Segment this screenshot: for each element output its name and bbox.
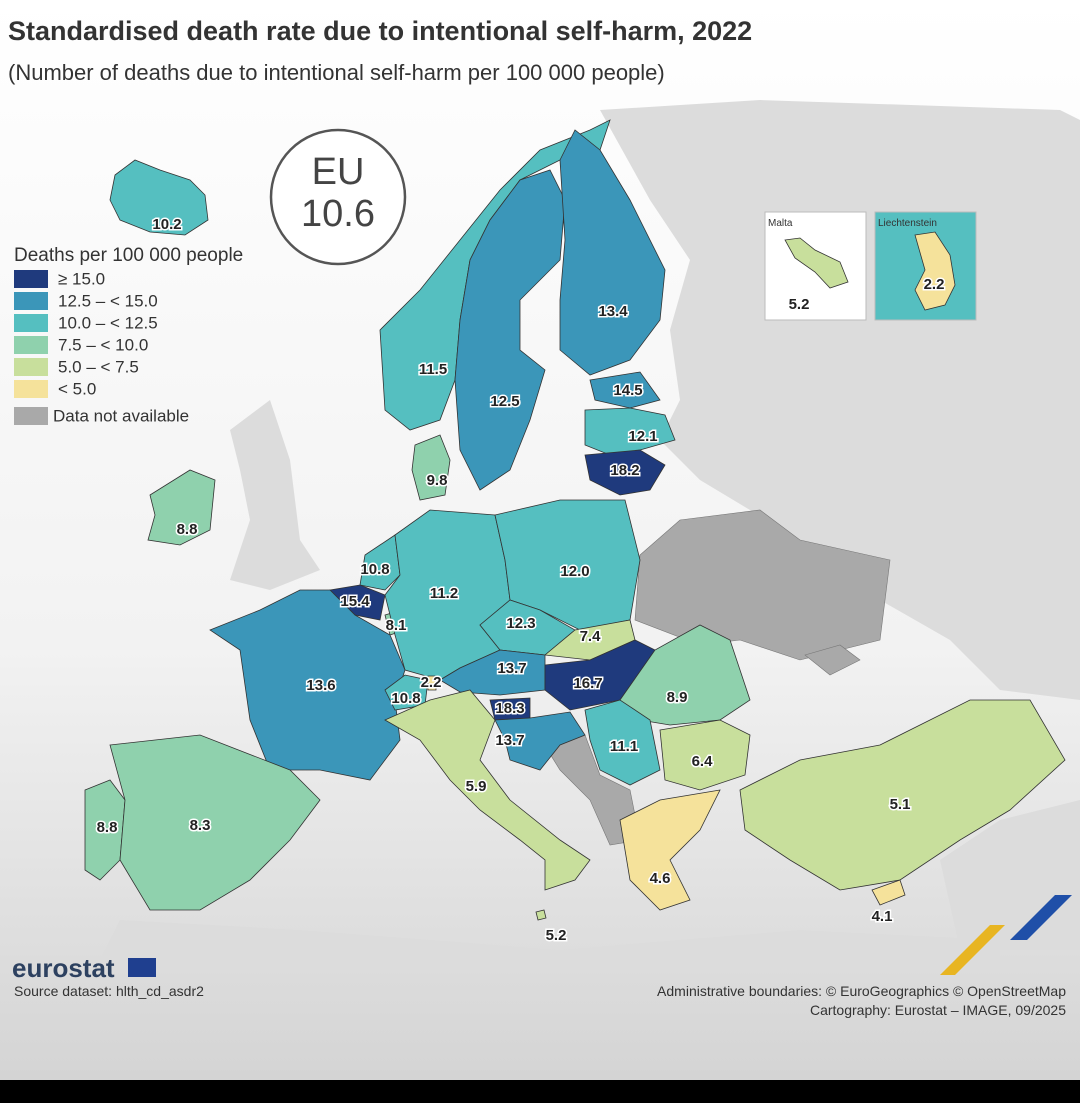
region-value: 2.2 [421,674,442,691]
inset-title: Malta [768,218,793,229]
legend-swatch [14,358,48,376]
region-value: 4.1 [872,908,893,925]
source: Source dataset: hlth_cd_asdr2 [14,983,204,999]
region [589,371,661,409]
region [739,699,1066,891]
region-value: 11.2 [430,585,458,602]
region [659,719,751,791]
land-africa [100,920,1000,960]
region-value: 18.3 [495,700,524,717]
legend-label: < 5.0 [58,379,96,398]
eu-value: 10.6 [301,193,375,235]
region [871,879,906,906]
region-value: 11.1 [610,738,638,755]
legend-swatch [14,270,48,288]
inset-shape [784,237,849,289]
region [584,449,666,496]
region [427,675,437,691]
title: Standardised death rate due to intention… [8,16,752,46]
region [379,119,611,431]
inset-value: 2.2 [924,276,945,293]
region-value: 8.1 [386,617,407,634]
deco [1010,895,1072,940]
region-value: 14.5 [613,382,642,399]
legend: ≥ 15.0 12.5 – < 15.0 10.0 – < 12.5 7.5 – < … [14,269,189,425]
labels: 10.2 11.5 12.5 13.4 14.5 12.1 18.2 9.8 8.8 10.8 15… [95,214,912,945]
no-data-land [534,509,891,846]
legend-title: Deaths per 100 000 people [14,245,243,266]
region [109,159,209,236]
region [384,674,429,711]
region-value: 5.2 [546,927,567,944]
region-value: 8.9 [667,689,688,706]
region-value: 16.7 [573,675,602,692]
region [411,434,451,501]
region [535,909,547,921]
region [559,129,666,376]
region-value: 6.4 [692,753,714,770]
legend-swatch [14,292,48,310]
region-value: 7.4 [580,628,602,645]
region-value: 12.3 [506,615,535,632]
inset-shape [914,231,956,311]
land-uk [230,400,320,590]
legend-swatch [14,407,48,425]
insets: Malta 5.2 Liechtenstein 2.2 [764,211,977,321]
deco [940,925,1005,975]
region-value: 12.1 [628,428,657,445]
region-value: 13.6 [306,677,335,694]
region-value: 8.8 [177,521,198,538]
region-value: 12.0 [560,563,589,580]
region-value: 10.2 [152,216,181,233]
legend-label: 10.0 – < 12.5 [58,313,158,332]
legend-swatch [14,380,48,398]
region [454,169,566,491]
no-data-crimea [804,644,861,676]
region-value: 13.7 [497,660,526,677]
legend-swatch [14,336,48,354]
legend-label: Data not available [53,406,189,425]
inset-value: 5.2 [789,296,810,313]
region-value: 8.3 [190,817,211,834]
bottom-bar [0,1080,1080,1103]
region [109,734,321,911]
region-value: 15.4 [340,593,370,610]
region-value: 5.1 [890,796,911,813]
region [494,711,586,771]
region-value: 9.8 [427,472,448,489]
legend-label: 5.0 – < 7.5 [58,357,139,376]
region-value: 12.5 [490,393,519,410]
legend-label: ≥ 15.0 [58,269,105,288]
eu-label: EU [312,151,365,193]
region [619,789,721,911]
eu-flag [128,958,156,977]
region-value: 13.4 [598,303,628,320]
eu-circle [269,128,407,266]
region [584,699,661,786]
region-value: 13.7 [495,732,524,749]
region-value: 10.8 [360,561,389,578]
region-value: 18.2 [610,462,639,479]
credit: Administrative boundaries: © EuroGeograp… [657,983,1066,999]
region [147,469,216,546]
credit: Cartography: Eurostat – IMAGE, 09/2025 [810,1002,1066,1018]
region-value: 8.8 [97,819,118,836]
region-value: 10.8 [391,690,420,707]
region [584,407,676,456]
region-value: 5.9 [466,778,487,795]
region-value: 4.6 [650,870,671,887]
legend-swatch [14,314,48,332]
subtitle: (Number of deaths due to intentional sel… [8,60,665,85]
legend-label: 7.5 – < 10.0 [58,335,148,354]
inset-title: Liechtenstein [878,218,937,229]
brand: eurostat [12,953,115,983]
regions [84,119,1066,921]
legend-label: 12.5 – < 15.0 [58,291,158,310]
region-value: 11.5 [419,361,447,378]
region [384,689,591,891]
